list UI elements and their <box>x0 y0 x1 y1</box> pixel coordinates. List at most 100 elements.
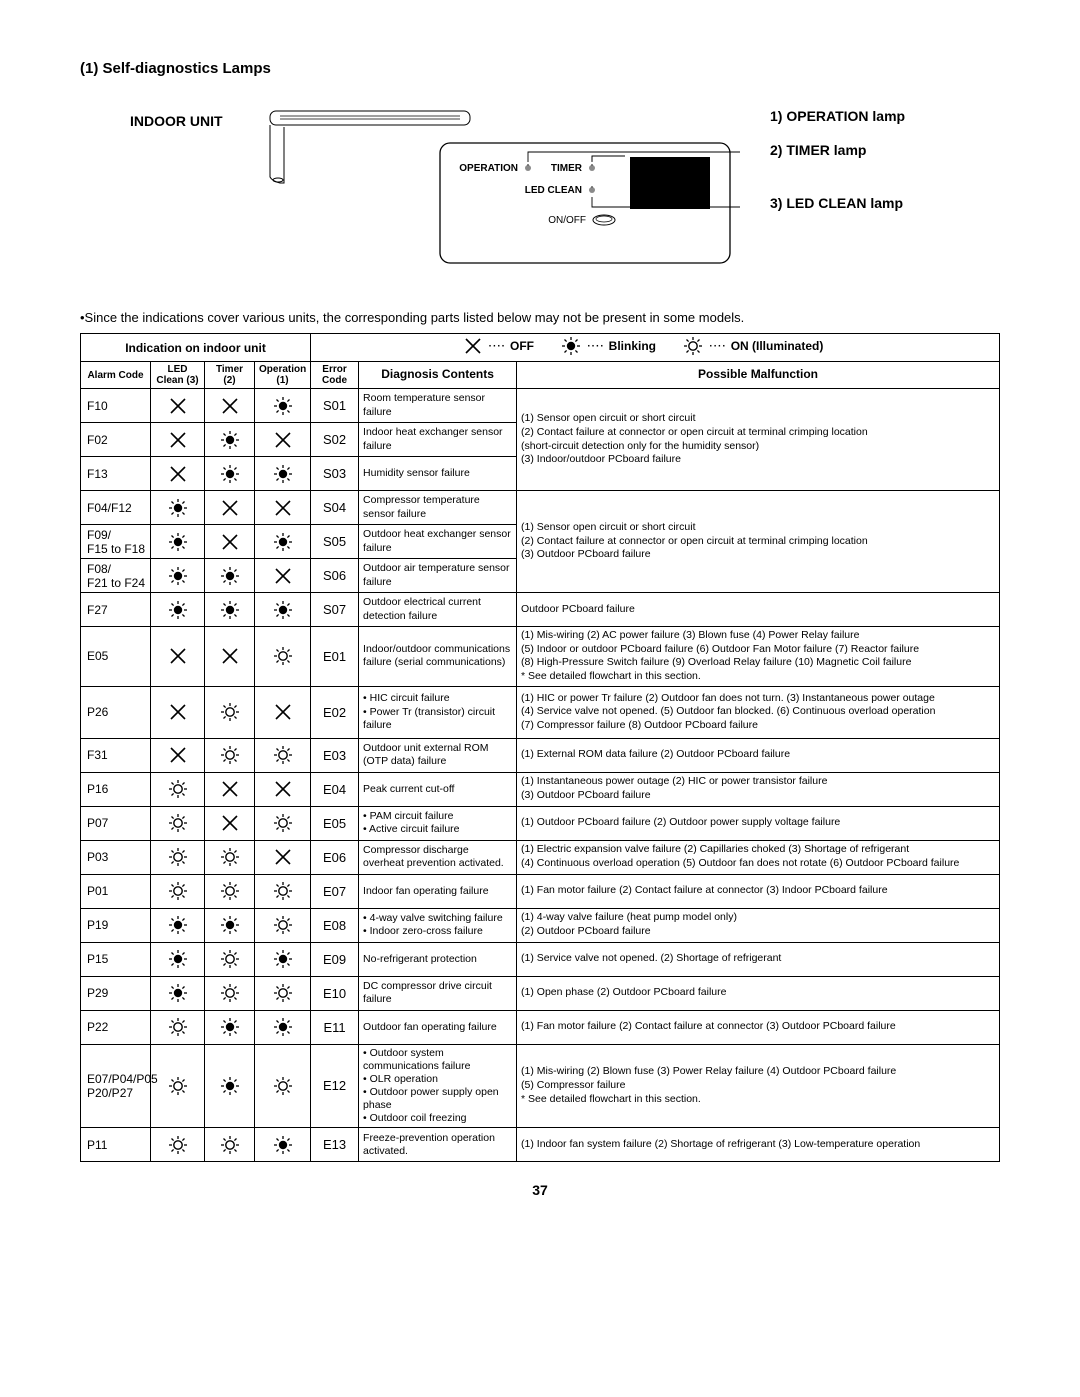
callout-ledclean-lamp: 3) LED CLEAN lamp <box>770 194 905 214</box>
operation-cell <box>255 686 311 738</box>
timer-cell <box>205 1044 255 1128</box>
hdr-indication: Indication on indoor unit <box>81 334 311 362</box>
timer-cell <box>205 559 255 593</box>
alarm-code-cell: P19 <box>81 908 151 942</box>
ledclean-cell <box>151 840 205 874</box>
on-icon <box>220 949 240 969</box>
operation-cell <box>255 976 311 1010</box>
on-icon <box>273 915 293 935</box>
operation-cell <box>255 423 311 457</box>
blink-icon <box>220 600 240 620</box>
alarm-code-cell: P16 <box>81 772 151 806</box>
malfunction-cell: (1) Fan motor failure (2) Contact failur… <box>517 874 1000 908</box>
blink-icon <box>273 396 293 416</box>
table-row: P03E06Compressor discharge overheat prev… <box>81 840 1000 874</box>
off-icon <box>220 396 240 416</box>
malfunction-cell: (1) Open phase (2) Outdoor PCboard failu… <box>517 976 1000 1010</box>
table-row: P15E09No-refrigerant protection(1) Servi… <box>81 942 1000 976</box>
ledclean-cell <box>151 806 205 840</box>
blink-icon <box>273 949 293 969</box>
table-row: P22E11Outdoor fan operating failure(1) F… <box>81 1010 1000 1044</box>
alarm-code-cell: P07 <box>81 806 151 840</box>
blink-icon <box>273 1135 293 1155</box>
ledclean-cell <box>151 1044 205 1128</box>
off-icon <box>220 498 240 518</box>
off-icon <box>273 430 293 450</box>
malfunction-cell: (1) Mis-wiring (2) AC power failure (3) … <box>517 627 1000 687</box>
diagnosis-cell: Compressor temperature sensor failure <box>359 491 517 525</box>
blink-icon <box>168 600 188 620</box>
ledclean-cell <box>151 1128 205 1162</box>
diagnosis-cell: Humidity sensor failure <box>359 457 517 491</box>
on-icon <box>220 983 240 1003</box>
on-icon <box>220 745 240 765</box>
hdr-timer: Timer (2) <box>205 362 255 389</box>
blink-icon <box>273 464 293 484</box>
alarm-code-cell: P03 <box>81 840 151 874</box>
on-icon <box>273 1076 293 1096</box>
ledclean-cell <box>151 389 205 423</box>
off-icon <box>273 566 293 586</box>
off-icon <box>220 779 240 799</box>
alarm-code-cell: F10 <box>81 389 151 423</box>
error-code-cell: E04 <box>311 772 359 806</box>
timer-cell <box>205 738 255 772</box>
blink-icon <box>220 430 240 450</box>
on-icon <box>220 881 240 901</box>
table-row: P16E04Peak current cut-off(1) Instantane… <box>81 772 1000 806</box>
error-code-cell: E03 <box>311 738 359 772</box>
indoor-unit-label: INDOOR UNIT <box>130 113 260 129</box>
ledclean-cell <box>151 738 205 772</box>
diagnosis-cell: Outdoor unit external ROM (OTP data) fai… <box>359 738 517 772</box>
operation-cell <box>255 942 311 976</box>
error-code-cell: E08 <box>311 908 359 942</box>
diagnosis-cell: Indoor heat exchanger sensor failure <box>359 423 517 457</box>
alarm-code-cell: F27 <box>81 593 151 627</box>
error-code-cell: S01 <box>311 389 359 423</box>
operation-cell <box>255 840 311 874</box>
error-code-cell: S02 <box>311 423 359 457</box>
table-row: F31E03Outdoor unit external ROM (OTP dat… <box>81 738 1000 772</box>
alarm-code-cell: P11 <box>81 1128 151 1162</box>
timer-cell <box>205 457 255 491</box>
alarm-code-cell: P01 <box>81 874 151 908</box>
on-icon <box>168 779 188 799</box>
error-code-cell: E01 <box>311 627 359 687</box>
ledclean-cell <box>151 491 205 525</box>
table-row: P07E05• PAM circuit failure• Active circ… <box>81 806 1000 840</box>
off-icon <box>220 813 240 833</box>
blink-icon <box>220 1017 240 1037</box>
diagnosis-cell: Outdoor heat exchanger sensor failure <box>359 525 517 559</box>
indoor-unit-diagram: INDOOR UNIT OPERATION TIMER LED CLEAN <box>130 107 1000 280</box>
operation-cell <box>255 806 311 840</box>
timer-cell <box>205 491 255 525</box>
error-code-cell: E13 <box>311 1128 359 1162</box>
operation-cell <box>255 874 311 908</box>
hdr-diagnosis: Diagnosis Contents <box>359 362 517 389</box>
off-icon <box>273 702 293 722</box>
operation-cell <box>255 525 311 559</box>
error-code-cell: E09 <box>311 942 359 976</box>
off-icon <box>273 779 293 799</box>
callout-operation-lamp: 1) OPERATION lamp <box>770 107 905 127</box>
timer-cell <box>205 874 255 908</box>
malfunction-cell: (1) Outdoor PCboard failure (2) Outdoor … <box>517 806 1000 840</box>
error-code-cell: S07 <box>311 593 359 627</box>
table-row: P01E07Indoor fan operating failure(1) Fa… <box>81 874 1000 908</box>
malfunction-cell: (1) Mis-wiring (2) Blown fuse (3) Power … <box>517 1044 1000 1128</box>
table-row: F27S07Outdoor electrical current detecti… <box>81 593 1000 627</box>
diagnosis-cell: Indoor fan operating failure <box>359 874 517 908</box>
blink-icon <box>220 915 240 935</box>
alarm-code-cell: P15 <box>81 942 151 976</box>
panel-operation-label: OPERATION <box>459 163 518 174</box>
off-icon <box>168 464 188 484</box>
operation-cell <box>255 908 311 942</box>
operation-cell <box>255 593 311 627</box>
on-icon <box>168 881 188 901</box>
on-icon <box>273 983 293 1003</box>
blink-icon <box>273 1017 293 1037</box>
blink-icon <box>273 600 293 620</box>
hdr-malfunction: Possible Malfunction <box>517 362 1000 389</box>
alarm-code-cell: F08/F21 to F24 <box>81 559 151 593</box>
table-row: P11E13Freeze-prevention operation activa… <box>81 1128 1000 1162</box>
